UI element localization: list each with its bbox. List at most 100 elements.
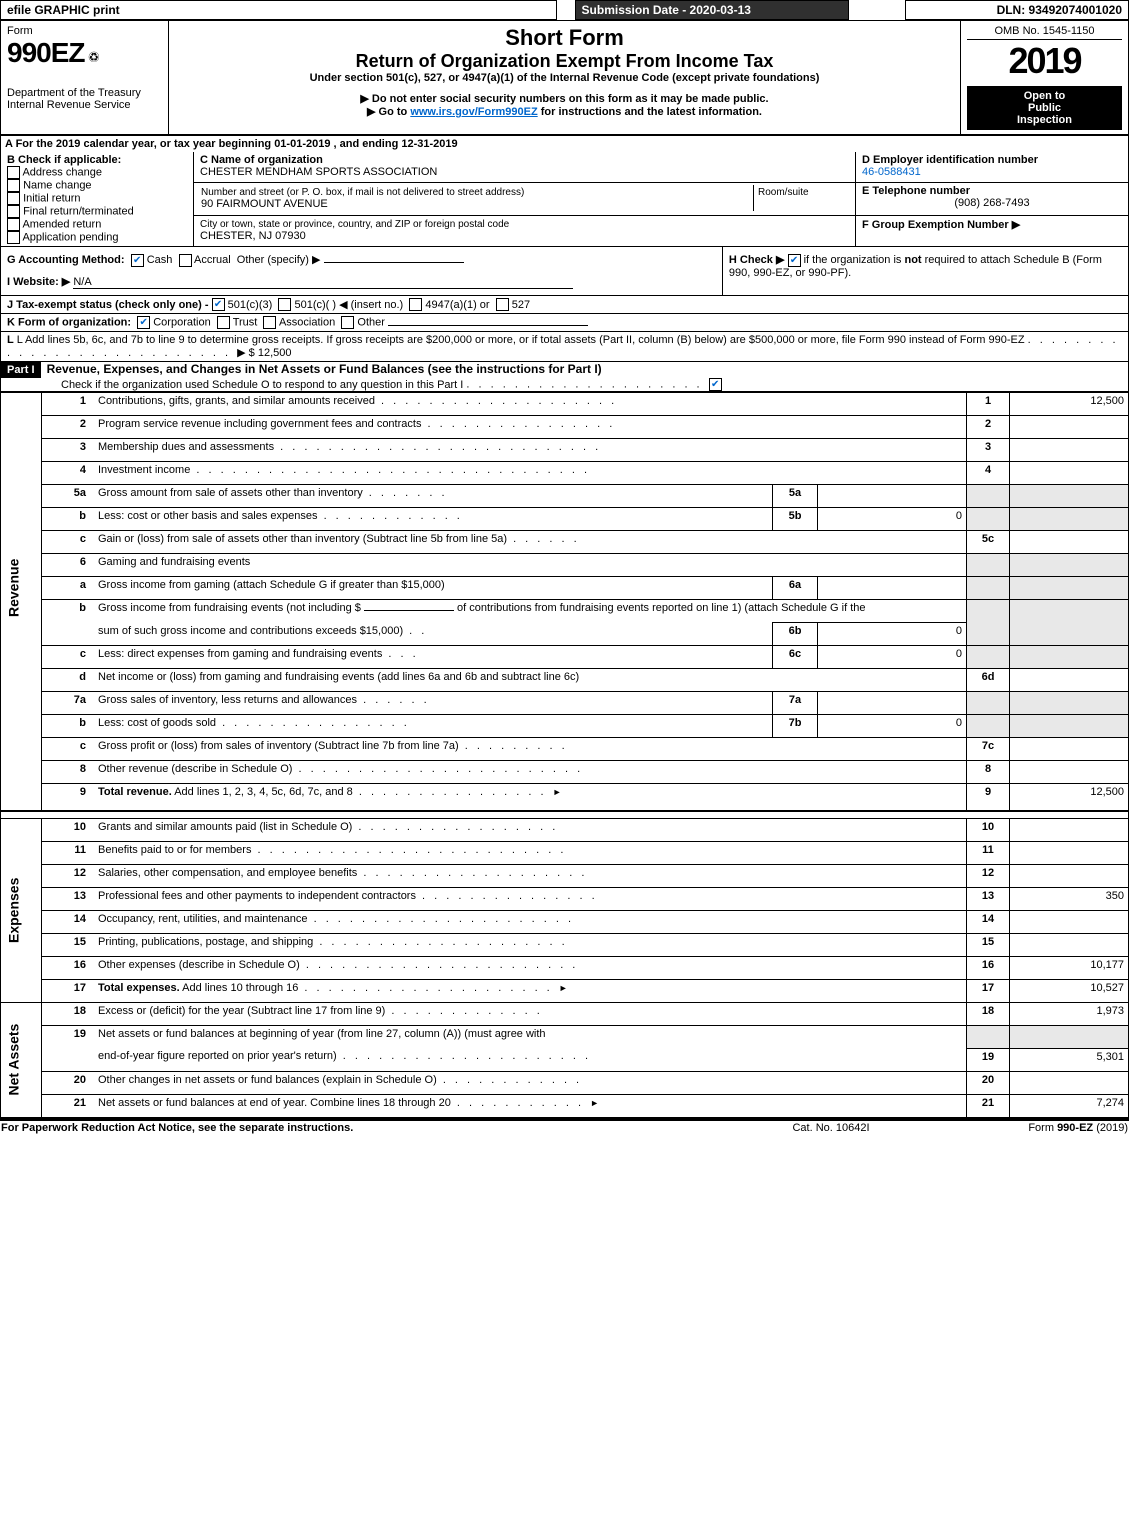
total-exp-label: Total expenses. bbox=[98, 982, 180, 994]
line-desc: Gross amount from sale of assets other t… bbox=[98, 487, 363, 499]
check-initial-return[interactable] bbox=[7, 192, 20, 205]
d-label: D Employer identification number bbox=[862, 154, 1038, 166]
efile-print[interactable]: efile GRAPHIC print bbox=[1, 1, 557, 20]
line-rn: 7c bbox=[967, 738, 1010, 761]
check-cash[interactable] bbox=[131, 254, 144, 267]
part1-tag: Part I bbox=[1, 362, 41, 378]
line-desc: Other expenses (describe in Schedule O) bbox=[98, 959, 300, 971]
opt-4947: 4947(a)(1) or bbox=[425, 299, 489, 311]
h-label: H Check ▶ bbox=[729, 254, 785, 266]
line-rn: 8 bbox=[967, 761, 1010, 784]
line-num: 15 bbox=[42, 933, 95, 956]
city-value: CHESTER, NJ 07930 bbox=[200, 230, 306, 242]
line-num: 1 bbox=[42, 393, 95, 416]
check-trust[interactable] bbox=[217, 316, 230, 329]
side-label-expenses: Expenses bbox=[1, 818, 42, 1002]
check-accrual[interactable] bbox=[179, 254, 192, 267]
section-k: K Form of organization: Corporation Trus… bbox=[0, 314, 1129, 332]
line-amount bbox=[1010, 669, 1129, 692]
line-amount bbox=[1010, 864, 1129, 887]
line-a: A For the 2019 calendar year, or tax yea… bbox=[5, 138, 458, 150]
line-num: 9 bbox=[42, 784, 95, 811]
line-desc-2: of contributions from fundraising events… bbox=[457, 602, 865, 614]
line-num: b bbox=[42, 715, 95, 738]
check-4947[interactable] bbox=[409, 298, 422, 311]
subline-value bbox=[818, 692, 967, 715]
check-schedule-b[interactable] bbox=[788, 254, 801, 267]
check-527[interactable] bbox=[496, 298, 509, 311]
other-method-input[interactable] bbox=[324, 262, 464, 263]
line-rn: 3 bbox=[967, 439, 1010, 462]
form-header: Form 990EZ ♽ Department of the Treasury … bbox=[0, 20, 1129, 135]
irs-link[interactable]: www.irs.gov/Form990EZ bbox=[410, 106, 537, 118]
line-desc: Less: cost of goods sold bbox=[98, 717, 216, 729]
check-corp[interactable] bbox=[137, 316, 150, 329]
line-desc: Gross profit or (loss) from sales of inv… bbox=[98, 740, 459, 752]
org-info-block: B Check if applicable: Address change Na… bbox=[0, 152, 1129, 247]
subline-value: 0 bbox=[818, 715, 967, 738]
section-g: G Accounting Method: Cash Accrual Other … bbox=[1, 247, 723, 295]
line-num: c bbox=[42, 531, 95, 554]
check-name-change[interactable] bbox=[7, 179, 20, 192]
opt-address-change: Address change bbox=[22, 166, 102, 178]
line-amount: 5,301 bbox=[1010, 1048, 1129, 1071]
check-final-return[interactable] bbox=[7, 205, 20, 218]
contrib-input[interactable] bbox=[364, 610, 454, 611]
check-amended[interactable] bbox=[7, 218, 20, 231]
gray-cell bbox=[967, 600, 1010, 623]
line-desc: Gross income from gaming (attach Schedul… bbox=[98, 579, 445, 591]
other-org-input[interactable] bbox=[388, 325, 588, 326]
line-rn: 19 bbox=[967, 1048, 1010, 1071]
part1-check-line: Check if the organization used Schedule … bbox=[1, 379, 463, 391]
check-schedule-o[interactable] bbox=[709, 378, 722, 391]
line-desc-3: sum of such gross income and contributio… bbox=[98, 625, 403, 637]
line-amount bbox=[1010, 531, 1129, 554]
opt-pending: Application pending bbox=[22, 231, 118, 243]
line-amount bbox=[1010, 416, 1129, 439]
line-num: 4 bbox=[42, 462, 95, 485]
line-desc: Gaming and fundraising events bbox=[98, 556, 250, 568]
line-num: 14 bbox=[42, 910, 95, 933]
line-desc: Contributions, gifts, grants, and simila… bbox=[98, 395, 375, 407]
section-c-name: C Name of organization CHESTER MENDHAM S… bbox=[194, 152, 856, 182]
line-num: b bbox=[42, 508, 95, 531]
line-num: 13 bbox=[42, 887, 95, 910]
line-amount bbox=[1010, 818, 1129, 841]
gray-cell bbox=[1010, 508, 1129, 531]
gray-cell bbox=[1010, 577, 1129, 600]
line-desc: Grants and similar amounts paid (list in… bbox=[98, 821, 352, 833]
line-num: 3 bbox=[42, 439, 95, 462]
city-label: City or town, state or province, country… bbox=[200, 219, 509, 230]
tax-year: 2019 bbox=[967, 40, 1122, 82]
check-assoc[interactable] bbox=[263, 316, 276, 329]
line-amount: 10,527 bbox=[1010, 979, 1129, 1002]
open-to-public: Open to Public Inspection bbox=[967, 86, 1122, 130]
subline-value bbox=[818, 577, 967, 600]
line-amount bbox=[1010, 933, 1129, 956]
check-501c[interactable] bbox=[278, 298, 291, 311]
check-other-org[interactable] bbox=[341, 316, 354, 329]
line-amount bbox=[1010, 1071, 1129, 1094]
goto-link[interactable]: ▶ Go to www.irs.gov/Form990EZ for instru… bbox=[175, 105, 954, 118]
gray-cell bbox=[967, 692, 1010, 715]
gray-cell bbox=[1010, 646, 1129, 669]
check-address-change[interactable] bbox=[7, 166, 20, 179]
line-desc: Investment income bbox=[98, 464, 190, 476]
line-num: 18 bbox=[42, 1002, 95, 1025]
subline-value: 0 bbox=[818, 623, 967, 646]
title-return: Return of Organization Exempt From Incom… bbox=[175, 51, 954, 72]
line-num: 5a bbox=[42, 485, 95, 508]
section-c-city: City or town, state or province, country… bbox=[194, 216, 856, 247]
check-pending[interactable] bbox=[7, 231, 20, 244]
opt-other-org: Other bbox=[357, 317, 385, 329]
line-desc: Other changes in net assets or fund bala… bbox=[98, 1074, 437, 1086]
line-desc: Other revenue (describe in Schedule O) bbox=[98, 763, 292, 775]
submission-date-button[interactable]: Submission Date - 2020-03-13 bbox=[575, 1, 848, 20]
line-num: 11 bbox=[42, 841, 95, 864]
check-501c3[interactable] bbox=[212, 298, 225, 311]
line-num: 8 bbox=[42, 761, 95, 784]
line-amount bbox=[1010, 761, 1129, 784]
opt-501c: 501(c)( ) ◀ (insert no.) bbox=[294, 299, 403, 311]
section-d: D Employer identification number 46-0588… bbox=[856, 152, 1129, 182]
financial-table: Revenue 1 Contributions, gifts, grants, … bbox=[0, 392, 1129, 1119]
